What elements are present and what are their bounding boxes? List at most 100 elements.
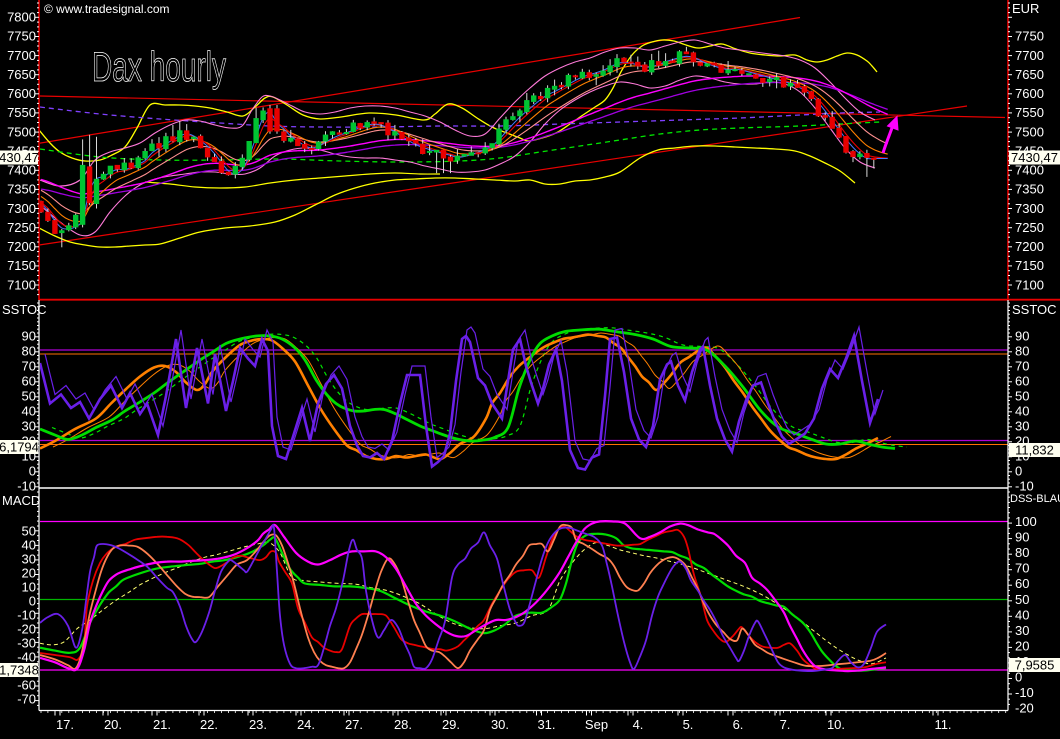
svg-text:7250: 7250 <box>1015 220 1044 235</box>
svg-text:-10: -10 <box>17 608 36 623</box>
svg-text:-70: -70 <box>17 692 36 707</box>
svg-text:7750: 7750 <box>7 29 36 44</box>
svg-text:80: 80 <box>1015 545 1029 560</box>
svg-text:-60: -60 <box>17 678 36 693</box>
svg-text:7.: 7. <box>780 717 791 732</box>
svg-text:70: 70 <box>22 359 36 374</box>
svg-text:7100: 7100 <box>1015 277 1044 292</box>
svg-text:7350: 7350 <box>1015 182 1044 197</box>
svg-text:10.: 10. <box>827 717 845 732</box>
svg-text:-30: -30 <box>17 636 36 651</box>
svg-text:90: 90 <box>22 329 36 344</box>
svg-text:100: 100 <box>1015 514 1037 529</box>
svg-text:30: 30 <box>22 552 36 567</box>
svg-text:29.: 29. <box>442 717 460 732</box>
svg-text:70: 70 <box>1015 561 1029 576</box>
svg-text:-10: -10 <box>17 479 36 494</box>
svg-text:1,7348: 1,7348 <box>0 663 39 678</box>
svg-text:7,9585: 7,9585 <box>1015 658 1055 673</box>
svg-text:5.: 5. <box>683 717 694 732</box>
svg-text:7600: 7600 <box>7 86 36 101</box>
svg-text:-20: -20 <box>1015 701 1034 716</box>
svg-text:31.: 31. <box>537 717 555 732</box>
svg-text:7300: 7300 <box>1015 201 1044 216</box>
svg-text:DSS-BLAU: DSS-BLAU <box>1010 493 1060 505</box>
svg-text:23.: 23. <box>249 717 267 732</box>
svg-text:30: 30 <box>1015 623 1029 638</box>
svg-text:70: 70 <box>1015 359 1029 374</box>
svg-text:7600: 7600 <box>1015 86 1044 101</box>
svg-text:7650: 7650 <box>1015 67 1044 82</box>
svg-text:7350: 7350 <box>7 182 36 197</box>
svg-text:21.: 21. <box>153 717 171 732</box>
svg-text:7200: 7200 <box>1015 239 1044 254</box>
svg-text:7800: 7800 <box>7 10 36 25</box>
svg-text:7300: 7300 <box>7 201 36 216</box>
svg-text:28.: 28. <box>394 717 412 732</box>
svg-text:7550: 7550 <box>1015 105 1044 120</box>
svg-text:90: 90 <box>1015 329 1029 344</box>
svg-text:60: 60 <box>1015 374 1029 389</box>
svg-text:7550: 7550 <box>7 105 36 120</box>
svg-text:10: 10 <box>22 580 36 595</box>
svg-text:20.: 20. <box>104 717 122 732</box>
svg-text:40: 40 <box>22 538 36 553</box>
svg-text:7150: 7150 <box>7 258 36 273</box>
svg-text:-10: -10 <box>1015 479 1034 494</box>
svg-text:0: 0 <box>1015 670 1022 685</box>
svg-text:EUR: EUR <box>1012 1 1039 16</box>
svg-text:7650: 7650 <box>7 67 36 82</box>
svg-text:27.: 27. <box>345 717 363 732</box>
svg-text:7430,47: 7430,47 <box>1011 150 1058 165</box>
svg-text:7250: 7250 <box>7 220 36 235</box>
svg-text:430,47: 430,47 <box>0 150 39 165</box>
svg-text:-40: -40 <box>17 650 36 665</box>
svg-text:0: 0 <box>29 464 36 479</box>
svg-text:7500: 7500 <box>7 124 36 139</box>
svg-text:7750: 7750 <box>1015 29 1044 44</box>
svg-text:22.: 22. <box>200 717 218 732</box>
svg-text:SSTOC: SSTOC <box>2 302 47 317</box>
svg-text:30: 30 <box>1015 419 1029 434</box>
svg-text:-20: -20 <box>17 622 36 637</box>
svg-text:80: 80 <box>1015 344 1029 359</box>
svg-text:50: 50 <box>1015 389 1029 404</box>
svg-text:40: 40 <box>1015 404 1029 419</box>
svg-text:6.: 6. <box>733 717 744 732</box>
svg-text:11,832: 11,832 <box>1015 443 1054 458</box>
svg-text:4.: 4. <box>633 717 644 732</box>
svg-text:Dax hourly: Dax hourly <box>92 43 226 90</box>
svg-text:50: 50 <box>22 524 36 539</box>
svg-text:7700: 7700 <box>7 48 36 63</box>
svg-text:© www.tradesignal.com: © www.tradesignal.com <box>44 2 170 16</box>
svg-text:20: 20 <box>1015 638 1029 653</box>
svg-text:40: 40 <box>22 404 36 419</box>
svg-text:40: 40 <box>1015 607 1029 622</box>
svg-text:7400: 7400 <box>1015 163 1044 178</box>
svg-text:50: 50 <box>1015 592 1029 607</box>
svg-text:11.: 11. <box>934 717 951 732</box>
svg-text:7500: 7500 <box>1015 124 1044 139</box>
svg-text:7700: 7700 <box>1015 48 1044 63</box>
svg-text:24.: 24. <box>297 717 315 732</box>
svg-text:-10: -10 <box>1015 685 1034 700</box>
svg-text:7100: 7100 <box>7 277 36 292</box>
svg-text:6,1794: 6,1794 <box>0 440 39 455</box>
svg-text:50: 50 <box>22 389 36 404</box>
svg-text:90: 90 <box>1015 530 1029 545</box>
svg-text:SSTOC: SSTOC <box>1012 302 1057 317</box>
svg-text:7200: 7200 <box>7 239 36 254</box>
svg-text:7400: 7400 <box>7 163 36 178</box>
svg-text:30.: 30. <box>491 717 509 732</box>
svg-text:0: 0 <box>29 594 36 609</box>
svg-text:60: 60 <box>22 374 36 389</box>
svg-text:20: 20 <box>22 566 36 581</box>
svg-text:30: 30 <box>22 419 36 434</box>
svg-text:7150: 7150 <box>1015 258 1044 273</box>
svg-text:80: 80 <box>22 344 36 359</box>
svg-text:17.: 17. <box>56 717 74 732</box>
svg-text:MACD: MACD <box>2 493 40 508</box>
svg-text:0: 0 <box>1015 464 1022 479</box>
svg-text:Sep: Sep <box>585 717 608 732</box>
svg-text:60: 60 <box>1015 576 1029 591</box>
